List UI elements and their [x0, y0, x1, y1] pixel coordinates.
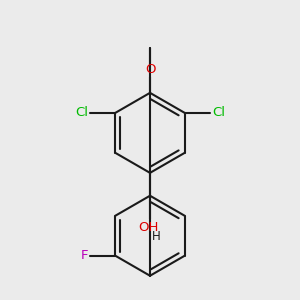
Text: Cl: Cl: [75, 106, 88, 119]
Text: O: O: [145, 63, 155, 76]
Text: F: F: [80, 249, 88, 262]
Text: H: H: [152, 230, 161, 243]
Text: OH: OH: [139, 221, 159, 234]
Text: Cl: Cl: [212, 106, 225, 119]
